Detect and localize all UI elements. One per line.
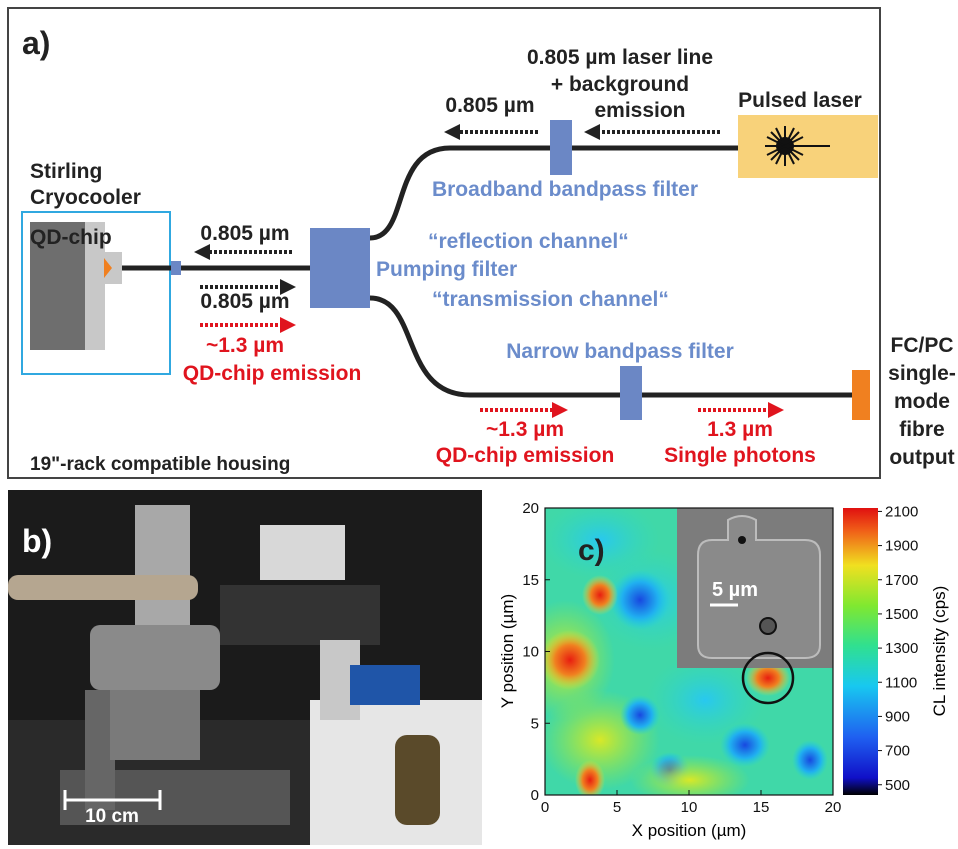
- panel-b: 10 cm b): [8, 490, 482, 845]
- vacuum-head: [135, 505, 190, 625]
- fibre-connector: [171, 261, 181, 275]
- output-label: single-: [888, 362, 956, 385]
- laser-line-label: + background: [551, 73, 689, 96]
- output-label: fibre: [899, 418, 945, 441]
- cryocooler-label: Stirling: [30, 160, 102, 183]
- y-tick-label: 10: [522, 644, 539, 661]
- output-label: FC/PC: [891, 334, 954, 357]
- panel-a: a) Stirling Cryocooler QD-chip 0.805 µm …: [7, 7, 956, 479]
- pumping-filter-label: Pumping filter: [376, 258, 517, 281]
- output-label: mode: [894, 390, 950, 413]
- colorbar-tick-label: 1700: [885, 572, 918, 589]
- y-tick-label: 0: [531, 787, 539, 804]
- laser-label: Pulsed laser: [738, 89, 862, 112]
- narrow-filter-label: Narrow bandpass filter: [506, 340, 734, 363]
- shelf: [220, 585, 380, 645]
- scale-bar-label: 10 cm: [85, 806, 139, 827]
- cryocooler: [90, 625, 220, 690]
- cold-finger: [85, 222, 105, 350]
- panel-label: c): [578, 534, 605, 567]
- colorbar-tick-label: 1500: [885, 606, 918, 623]
- qd-marker: [741, 651, 795, 705]
- pipe: [8, 575, 198, 600]
- fibre-connector: [852, 370, 870, 420]
- y-tick-label: 15: [522, 572, 539, 589]
- laser-icon: [765, 126, 830, 166]
- wavelength-label: 0.805 µm: [445, 94, 534, 117]
- wavelength-label: 1.3 µm: [707, 418, 773, 441]
- colorbar-tick-label: 900: [885, 708, 910, 725]
- frame: [7, 7, 881, 479]
- channel-label: “transmission channel“: [432, 288, 669, 311]
- fibre: [369, 295, 852, 398]
- narrow-filter: [620, 366, 642, 420]
- laser-line-label: emission: [594, 99, 685, 122]
- chip-label: QD-chip: [30, 226, 112, 249]
- channel-label: “reflection channel“: [428, 230, 629, 253]
- wavelength-label: 0.805 µm: [200, 222, 289, 245]
- y-axis-label: Y position (µm): [498, 594, 517, 708]
- y-tick-label: 5: [531, 715, 539, 732]
- broadband-filter: [550, 120, 572, 175]
- broadband-filter-label: Broadband bandpass filter: [432, 178, 698, 201]
- fibre: [369, 145, 740, 241]
- laser-unit: [260, 525, 345, 580]
- colorbar-tick-label: 500: [885, 777, 910, 794]
- colorbar-tick-label: 1300: [885, 640, 918, 657]
- colorbar-tick-label: 1900: [885, 538, 918, 555]
- x-tick-label: 15: [753, 799, 770, 816]
- emission-label: QD-chip emission: [436, 444, 615, 467]
- emission-label: QD-chip emission: [183, 362, 362, 385]
- colorbar-tick-label: 700: [885, 743, 910, 760]
- panel-c: 5 µm c) X position (µm) Y position (µm) …: [498, 500, 949, 840]
- x-tick-label: 0: [541, 799, 549, 816]
- colorbar-tick-label: 1100: [885, 674, 917, 691]
- wavelength-label: 0.805 µm: [200, 290, 289, 313]
- driver: [350, 665, 420, 705]
- motor: [395, 735, 440, 825]
- wavelength-label: ~1.3 µm: [206, 334, 284, 357]
- photon-label: Single photons: [664, 444, 816, 467]
- cryocooler-label: Cryocooler: [30, 186, 141, 209]
- mesa: [697, 515, 821, 659]
- colorbar: [843, 508, 878, 795]
- x-axis-label: X position (µm): [632, 821, 747, 840]
- cryocooler-body: [110, 690, 200, 760]
- y-tick-label: 20: [522, 500, 539, 517]
- wavelength-label: ~1.3 µm: [486, 418, 564, 441]
- hole: [738, 536, 746, 544]
- colorbar-tick-label: 2100: [885, 503, 918, 520]
- laser-line-label: 0.805 µm laser line: [527, 46, 713, 69]
- panel-label: b): [22, 523, 52, 559]
- chip-mount: [105, 252, 122, 284]
- pumping-filter: [310, 228, 370, 308]
- x-tick-label: 10: [681, 799, 698, 816]
- x-tick-label: 20: [825, 799, 842, 816]
- quantum-dot: [759, 617, 777, 635]
- panel-label: a): [22, 25, 50, 61]
- output-label: output: [889, 446, 954, 469]
- cold-head: [30, 222, 85, 350]
- qd-chip: [104, 258, 112, 278]
- x-tick-label: 5: [613, 799, 621, 816]
- colorbar-label: CL intensity (cps): [930, 586, 949, 717]
- scale-bar-label: 5 µm: [712, 579, 758, 601]
- cryocooler-box: [21, 211, 171, 375]
- housing-label: 19"-rack compatible housing: [30, 454, 290, 475]
